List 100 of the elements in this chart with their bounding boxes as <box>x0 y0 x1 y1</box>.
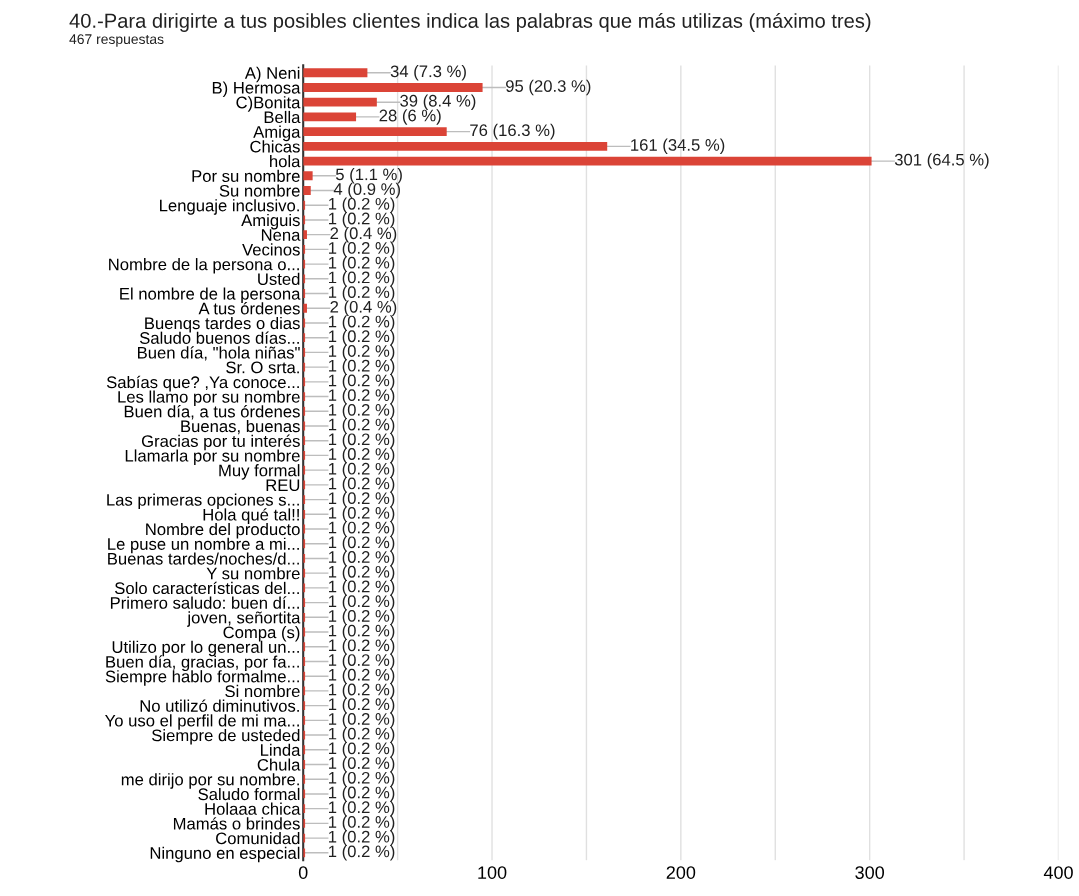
data-label: 1 (0.2 %) <box>329 388 395 405</box>
data-label: 1 (0.2 %) <box>329 491 395 508</box>
y-tick-label: Buenas, buenas <box>181 419 300 435</box>
data-label: 1 (0.2 %) <box>329 212 395 228</box>
data-label: 1 (0.2 %) <box>329 830 395 846</box>
data-label: 1 (0.2 %) <box>329 771 395 787</box>
data-label: 1 (0.2 %) <box>329 683 395 699</box>
chart-title: 40.-Para dirigirte a tus posibles clientes indica las palabras que más utilizas (máximo tres) <box>69 12 871 32</box>
data-label: 1 (0.2 %) <box>329 712 395 729</box>
y-tick-label: Buen día, "hola niñas" <box>138 346 300 361</box>
data-label: 301 (64.5 %) <box>894 153 989 169</box>
data-label: 1 (0.2 %) <box>329 285 395 302</box>
data-label: 1 (0.2 %) <box>329 271 395 287</box>
data-label: 1 (0.2 %) <box>329 756 395 773</box>
x-tick-label: 200 <box>666 866 696 879</box>
y-tick-label: Ninguno en especial <box>150 846 300 863</box>
data-label: 1 (0.2 %) <box>329 609 395 626</box>
y-tick-label: Su nombre <box>219 184 300 197</box>
data-label: 1 (0.2 %) <box>329 580 395 596</box>
y-tick-label: Muy formal <box>219 464 300 480</box>
text: 467 respuestas <box>69 34 164 47</box>
y-tick-label: Holaaa chica <box>205 802 301 815</box>
y-tick-label: Saludo formal <box>198 787 300 801</box>
data-label: 1 (0.2 %) <box>329 727 395 743</box>
data-label: 1 (0.2 %) <box>329 329 395 346</box>
data-label: 1 (0.2 %) <box>329 800 395 817</box>
y-tick-label: Comunidad <box>216 832 300 845</box>
data-label: 1 (0.2 %) <box>329 241 395 258</box>
data-label: 1 (0.2 %) <box>329 638 395 655</box>
bar <box>303 127 447 137</box>
data-label: 1 (0.2 %) <box>329 359 395 375</box>
data-label: 1 (0.2 %) <box>329 374 395 390</box>
y-tick-label: Mamás o brindes <box>173 817 300 830</box>
data-label: 1 (0.2 %) <box>329 344 395 361</box>
y-tick-label: joven, señortita <box>186 611 301 627</box>
y-tick-label: No utilizó diminutivos. <box>140 699 299 712</box>
y-tick-label: Primero saludo: buen dí... <box>110 596 299 609</box>
data-label: 1 (0.2 %) <box>329 447 395 464</box>
x-tick-label: 400 <box>1043 866 1073 879</box>
data-label: 76 (16.3 %) <box>470 123 555 140</box>
data-label: 161 (34.5 %) <box>631 138 725 155</box>
data-label: 1 (0.2 %) <box>329 594 395 611</box>
y-tick-label: Llamarla por su nombre <box>125 449 300 465</box>
bar <box>303 186 311 195</box>
y-tick-label: Amiga <box>253 125 301 142</box>
y-tick-label: Por su nombre <box>192 169 300 182</box>
data-label: 1 (0.2 %) <box>329 786 395 802</box>
y-tick-label: B) Hermosa <box>212 81 301 97</box>
data-label: 1 (0.2 %) <box>329 565 395 581</box>
data-label: 1 (0.2 %) <box>329 845 395 861</box>
y-tick-label: Saludo buenos días... <box>139 331 299 344</box>
y-tick-label: Vecinos <box>242 243 300 256</box>
y-tick-label: Bella <box>264 110 301 124</box>
y-tick-label: Chicas <box>250 140 300 153</box>
bar <box>303 97 377 107</box>
y-tick-label: Chula <box>257 758 301 771</box>
y-tick-label: Solo características del... <box>115 581 299 595</box>
y-tick-label: Buen día, a tus órdenes <box>124 405 300 420</box>
y-tick-label: A tus órdenes <box>198 302 300 315</box>
y-tick-label: Amiguis <box>241 213 300 230</box>
data-label: 1 (0.2 %) <box>329 550 395 567</box>
data-label: 95 (20.3 %) <box>506 79 591 96</box>
y-tick-label: REU <box>266 479 300 492</box>
bar <box>303 83 483 92</box>
data-label: 39 (8.4 %) <box>400 94 476 110</box>
y-tick-label: Nombre de la persona o... <box>109 258 299 274</box>
data-label: 1 (0.2 %) <box>329 462 395 478</box>
data-label: 1 (0.2 %) <box>329 418 395 434</box>
y-tick-label: hola <box>270 155 301 168</box>
bar <box>303 156 872 166</box>
y-tick-label: Hola qué tal!! <box>203 508 299 524</box>
data-label: 1 (0.2 %) <box>329 256 395 272</box>
data-label: 1 (0.2 %) <box>329 477 395 493</box>
y-tick-label: Sr. O srta. <box>226 361 299 374</box>
y-tick-label: Buenas tardes/noches/d... <box>108 552 299 565</box>
y-tick-label: Usted <box>258 272 300 286</box>
data-label: 1 (0.2 %) <box>329 535 395 552</box>
bar <box>303 141 608 151</box>
data-label: 1 (0.2 %) <box>329 432 395 449</box>
y-tick-label: Yo uso el perfil de mi ma... <box>105 714 299 730</box>
x-tick-label: 0 <box>298 866 308 879</box>
data-label: 1 (0.2 %) <box>329 315 395 331</box>
y-tick-label: Lenguaje inclusivo. <box>160 199 299 215</box>
data-label: 1 (0.2 %) <box>329 668 395 684</box>
data-label: 2 (0.4 %) <box>330 226 397 243</box>
data-label: 1 (0.2 %) <box>329 742 395 758</box>
y-tick-label: Si nombre <box>225 684 300 698</box>
y-tick-label: me dirijo por su nombre. <box>121 773 299 789</box>
data-label: 1 (0.2 %) <box>329 653 395 670</box>
bar <box>303 171 313 181</box>
data-label: 1 (0.2 %) <box>329 815 395 832</box>
y-tick-label: Compa (s) <box>223 626 300 642</box>
data-label: 28 (6 %) <box>379 109 441 125</box>
y-tick-label: Y su nombre <box>206 567 300 580</box>
data-label: 1 (0.2 %) <box>329 521 395 537</box>
data-label: 5 (1.1 %) <box>335 168 402 184</box>
data-label: 1 (0.2 %) <box>329 697 395 714</box>
y-tick-label: Linda <box>261 743 301 756</box>
data-label: 1 (0.2 %) <box>329 624 395 640</box>
x-tick-label: 300 <box>855 866 885 879</box>
